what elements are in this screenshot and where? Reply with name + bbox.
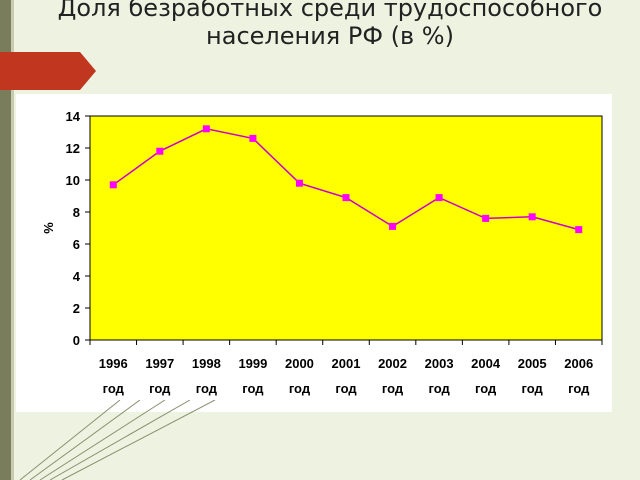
y-tick-label: 4 [73,269,81,284]
data-point [156,147,164,155]
y-tick-label: 10 [66,173,80,188]
x-tick-label: 1999 [238,356,267,371]
data-point [435,194,443,202]
x-tick-label: 2006 [564,356,593,371]
data-point [249,134,257,142]
slide-left-bar [0,0,11,480]
x-tick-label: год [522,381,544,396]
data-point [482,214,490,222]
plot-area [89,115,603,341]
x-tick-label: год [289,381,311,396]
x-tick-label: 1998 [192,356,221,371]
x-tick-label: год [242,381,264,396]
x-tick-label: 2001 [332,356,361,371]
red-arrow-decoration [0,52,96,90]
x-tick-label: год [568,381,590,396]
slide-title: Доля безработных среди трудоспособного н… [30,0,630,50]
y-tick-label: 12 [66,141,80,156]
chart-frame: 0 2 4 6 8 10 12 14 1996 год 1997 год 1998 год 1999 год 2… [16,94,612,412]
x-tick-label: год [475,381,497,396]
y-tick-label: 6 [73,237,80,252]
x-tick-label: 1997 [145,356,174,371]
slide-left-bar-highlight [11,0,14,480]
x-tick-label: 1996 [99,356,128,371]
x-tick-label: год [196,381,218,396]
data-point [575,226,583,234]
slide-title-line2: населения РФ (в %) [206,22,454,50]
y-tick-label: 14 [66,109,81,124]
unemployment-line-chart: 0 2 4 6 8 10 12 14 1996 год 1997 год 1998 год 1999 год 2… [41,109,603,396]
y-tick-label: 2 [73,301,80,316]
y-tick-label: 0 [73,333,80,348]
y-axis-label: % [41,222,56,234]
x-tick-label: год [103,381,125,396]
data-point [109,181,117,189]
y-tick-label: 8 [73,205,80,220]
x-tick-label: 2002 [378,356,407,371]
x-tick-label: год [428,381,450,396]
x-tick-label: год [335,381,357,396]
x-tick-label: 2003 [425,356,454,371]
data-point [202,125,210,133]
data-point [528,213,536,221]
x-tick-label: 2005 [518,356,547,371]
slide-title-line1: Доля безработных среди трудоспособного [57,0,603,22]
decorative-diagonal-lines [19,400,216,480]
x-tick-label: год [149,381,171,396]
x-tick-label: 2004 [471,356,501,371]
x-tick-label: год [382,381,404,396]
x-tick-label: 2000 [285,356,314,371]
data-point [342,194,350,202]
data-point [295,179,303,187]
data-point [389,222,397,230]
